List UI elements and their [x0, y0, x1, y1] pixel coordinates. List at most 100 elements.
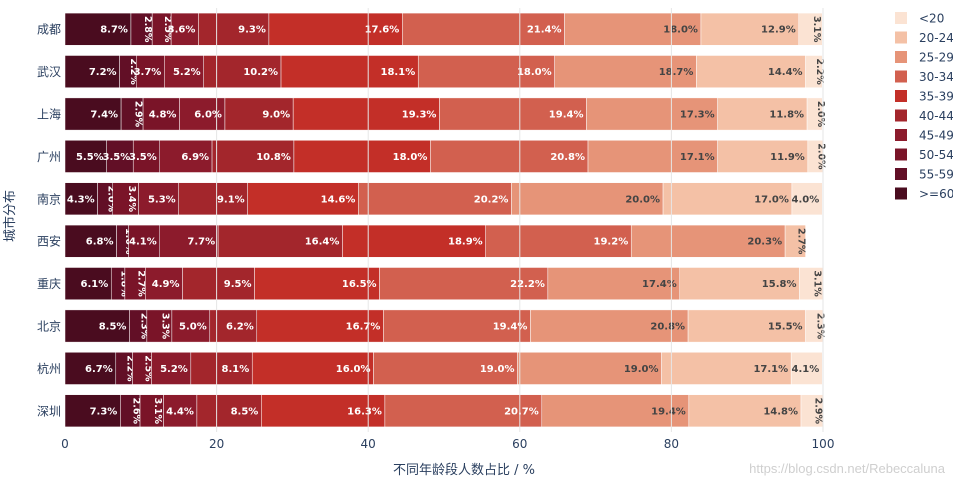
bar-segment[interactable] — [564, 12, 702, 46]
bar-segment[interactable] — [171, 309, 211, 343]
bar-segment[interactable] — [292, 97, 440, 131]
bar-segment[interactable] — [151, 352, 192, 385]
bar-segment[interactable] — [64, 12, 132, 46]
bar-segment[interactable] — [164, 55, 204, 88]
legend-swatch[interactable] — [895, 90, 907, 102]
legend-label[interactable]: 35-39 — [919, 90, 953, 104]
legend-label[interactable]: 45-49 — [919, 129, 953, 143]
bar-segment[interactable] — [64, 140, 107, 173]
bar-segment[interactable] — [159, 224, 219, 258]
legend-swatch[interactable] — [895, 187, 907, 200]
legend[interactable]: <20 20-24 25-29 30-34 35-39 40-44 45-49 50-54 55… — [895, 12, 953, 202]
bar-segment[interactable] — [439, 97, 587, 131]
legend-label[interactable]: <20 — [919, 12, 944, 26]
bar-segment[interactable] — [630, 224, 786, 258]
data-label: 16.5% — [342, 279, 377, 290]
legend-swatch[interactable] — [895, 109, 907, 122]
data-label: 9.1% — [217, 194, 245, 205]
bar-segment[interactable] — [383, 309, 531, 343]
bar-segment[interactable] — [586, 97, 718, 131]
bar-segment[interactable] — [138, 182, 179, 216]
legend-swatch[interactable] — [895, 168, 907, 180]
data-label: 2.0% — [816, 143, 827, 170]
bar-segment[interactable] — [679, 267, 800, 300]
bar-segment[interactable] — [163, 394, 198, 428]
bar-segment[interactable] — [178, 182, 248, 216]
bar-segment[interactable] — [170, 12, 199, 46]
bar-segment[interactable] — [517, 352, 662, 385]
bar-segment[interactable] — [358, 182, 512, 216]
bar-segment[interactable] — [587, 140, 718, 173]
bar-segment[interactable] — [217, 224, 343, 258]
bar-segment[interactable] — [179, 97, 226, 131]
bar-segment[interactable] — [136, 55, 165, 88]
bar-segment[interactable] — [251, 352, 374, 385]
data-label: 16.7% — [346, 322, 381, 333]
y-tick-label: 成都 — [37, 23, 61, 37]
y-tick-label: 深圳 — [37, 404, 61, 418]
bar-segment[interactable] — [224, 97, 294, 131]
bar-segment[interactable] — [132, 140, 161, 173]
legend-label[interactable]: >=60 — [919, 187, 953, 201]
legend-label[interactable]: 40-44 — [919, 109, 953, 123]
bar-segment[interactable] — [293, 140, 431, 173]
data-label: 3.7% — [134, 67, 162, 78]
legend-label[interactable]: 30-34 — [919, 70, 953, 84]
bar-segment[interactable] — [662, 182, 793, 216]
legend-label[interactable]: 55-59 — [919, 168, 953, 182]
bar-segment[interactable] — [430, 140, 589, 173]
bar-segment[interactable] — [402, 12, 565, 46]
legend-swatch[interactable] — [895, 12, 907, 24]
legend-label[interactable]: 25-29 — [919, 51, 953, 65]
legend-label[interactable]: 50-54 — [919, 148, 953, 162]
bar-segment[interactable] — [511, 182, 664, 216]
bar-segment[interactable] — [554, 55, 697, 88]
bar-segment[interactable] — [798, 12, 823, 46]
data-label: 19.4% — [549, 110, 584, 121]
bar-segment[interactable] — [64, 309, 130, 343]
data-label: 12.9% — [761, 25, 796, 36]
bar-segment[interactable] — [64, 97, 122, 131]
bar-segment[interactable] — [717, 97, 808, 131]
legend-swatch[interactable] — [895, 148, 907, 161]
bar-segment[interactable] — [280, 55, 419, 88]
bar-segment[interactable] — [342, 224, 486, 258]
bar-segment[interactable] — [198, 12, 270, 46]
legend-swatch[interactable] — [895, 31, 907, 44]
bar-segment[interactable] — [64, 55, 120, 88]
bar-segment[interactable] — [784, 224, 806, 258]
bar-segment[interactable] — [142, 97, 180, 131]
bar-segment[interactable] — [145, 267, 183, 300]
bar-segment[interactable] — [190, 352, 253, 385]
bar-segment[interactable] — [209, 309, 258, 343]
bar-segment[interactable] — [64, 224, 117, 258]
bar-segment[interactable] — [64, 182, 98, 216]
legend-swatch[interactable] — [895, 70, 907, 83]
bar-segment[interactable] — [254, 267, 380, 300]
bar-segment[interactable] — [261, 394, 386, 428]
bar-segment[interactable] — [547, 267, 680, 300]
bar-segment[interactable] — [196, 394, 262, 428]
bar-segment[interactable] — [717, 140, 809, 173]
bar-segment[interactable] — [146, 309, 173, 343]
data-label: 15.5% — [768, 322, 803, 333]
bar-segment[interactable] — [700, 12, 799, 46]
legend-swatch[interactable] — [895, 51, 907, 63]
bar-segment[interactable] — [688, 394, 802, 428]
bar-segment[interactable] — [805, 55, 823, 88]
bar-segment[interactable] — [790, 352, 823, 385]
bar-segment[interactable] — [64, 352, 117, 385]
bar-segment[interactable] — [687, 309, 806, 343]
legend-label[interactable]: 20-24 — [919, 31, 953, 45]
bar-segment[interactable] — [373, 352, 518, 385]
y-axis-label: 城市分布 — [2, 190, 18, 242]
bar-segment[interactable] — [541, 394, 690, 428]
bar-segment[interactable] — [806, 97, 823, 131]
bar-segment[interactable] — [112, 182, 139, 216]
bar-segment[interactable] — [530, 309, 689, 343]
bar-segment[interactable] — [661, 352, 792, 385]
bar-segment[interactable] — [256, 309, 384, 343]
bar-segment[interactable] — [64, 394, 121, 428]
bar-segment[interactable] — [791, 182, 823, 216]
legend-swatch[interactable] — [895, 129, 907, 141]
